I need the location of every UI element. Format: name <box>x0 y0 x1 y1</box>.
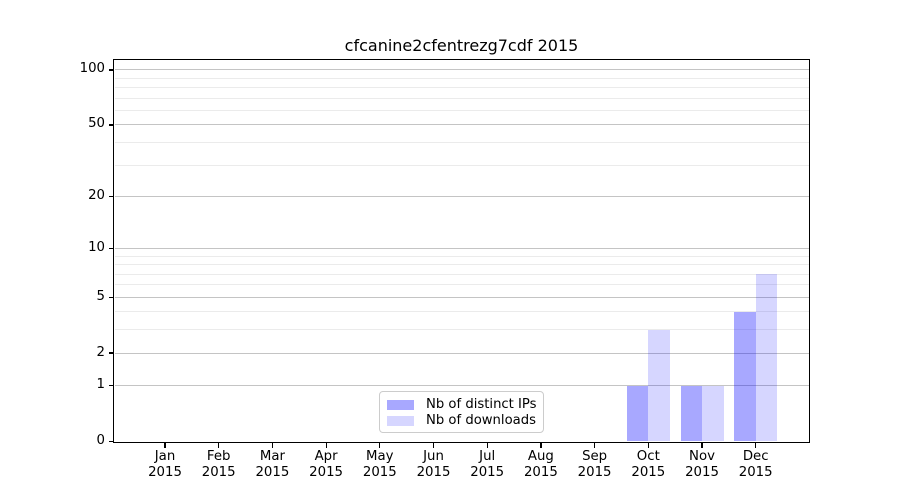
minor-gridline-30 <box>114 164 809 166</box>
x-tick-year: 2015 <box>685 465 719 481</box>
minor-gridline-8 <box>114 264 809 266</box>
legend: Nb of distinct IPs Nb of downloads <box>379 391 544 433</box>
y-tick-20 <box>108 195 113 198</box>
x-tick-month: Feb <box>206 449 231 464</box>
x-tick-jan <box>164 443 166 448</box>
y-tick-label-10: 10 <box>88 239 105 255</box>
x-tick-year: 2015 <box>470 465 505 481</box>
major-gridline-100 <box>114 69 809 71</box>
x-tick-year: 2015 <box>362 465 397 481</box>
x-tick-year: 2015 <box>631 465 666 481</box>
x-tick-label-sep: Sep 2015 <box>565 449 625 482</box>
x-tick-aug <box>540 443 542 448</box>
x-tick-year: 2015 <box>148 465 182 481</box>
legend-row-distinct-ips: Nb of distinct IPs <box>387 397 537 412</box>
x-tick-month: Jun <box>423 449 444 464</box>
x-tick-label-may: May 2015 <box>350 449 410 482</box>
major-gridline-20 <box>114 195 809 197</box>
minor-gridline-6 <box>114 284 809 286</box>
x-tick-month: Mar <box>259 449 285 464</box>
minor-gridline-4 <box>114 311 809 313</box>
y-tick-label-1: 1 <box>96 377 105 393</box>
x-tick-dec <box>755 443 757 448</box>
chart-title: cfcanine2cfentrezg7cdf 2015 <box>344 36 579 55</box>
y-tick-label-2: 2 <box>96 344 105 360</box>
minor-gridline-40 <box>114 141 809 143</box>
x-tick-label-oct: Oct 2015 <box>618 449 678 482</box>
x-tick-jul <box>486 443 488 448</box>
minor-gridline-70 <box>114 97 809 99</box>
x-tick-year: 2015 <box>201 465 236 481</box>
minor-gridline-60 <box>114 109 809 111</box>
major-gridline-50 <box>114 124 809 126</box>
x-tick-label-apr: Apr 2015 <box>296 449 356 482</box>
bar-downloads-dec <box>755 274 778 442</box>
x-tick-label-mar: Mar 2015 <box>242 449 302 482</box>
x-tick-month: Oct <box>636 449 660 464</box>
x-tick-label-jun: Jun 2015 <box>404 449 464 482</box>
x-tick-month: Jul <box>479 449 496 464</box>
x-tick-year: 2015 <box>309 465 344 481</box>
major-gridline-10 <box>114 247 809 249</box>
x-tick-year: 2015 <box>738 465 773 481</box>
x-tick-may <box>379 443 381 448</box>
legend-row-downloads: Nb of downloads <box>387 413 536 428</box>
x-tick-label-dec: Dec 2015 <box>726 449 786 482</box>
y-tick-label-50: 50 <box>88 116 105 132</box>
x-tick-jun <box>432 443 435 448</box>
y-tick-label-100: 100 <box>79 61 105 77</box>
x-tick-year: 2015 <box>577 465 612 481</box>
bar-downloads-oct <box>648 329 670 442</box>
x-tick-label-jul: Jul 2015 <box>457 449 517 482</box>
bar-distinct-ips-nov <box>680 385 702 442</box>
legend-label-downloads: Nb of downloads <box>426 413 536 428</box>
x-tick-year: 2015 <box>523 465 558 481</box>
y-tick-0 <box>108 440 113 443</box>
major-gridline-2 <box>114 352 809 354</box>
x-tick-label-feb: Feb 2015 <box>189 449 249 482</box>
x-tick-oct <box>647 443 649 448</box>
x-tick-label-nov: Nov 2015 <box>672 449 732 482</box>
legend-swatch-downloads <box>387 415 414 426</box>
x-tick-sep <box>594 443 596 448</box>
y-tick-label-20: 20 <box>88 187 105 203</box>
minor-gridline-9 <box>114 255 809 257</box>
x-tick-feb <box>218 443 220 448</box>
bar-downloads-nov <box>702 385 724 442</box>
x-tick-month: Aug <box>527 449 554 464</box>
x-tick-month: Apr <box>314 449 338 464</box>
minor-gridline-80 <box>114 87 809 89</box>
x-tick-mar <box>271 443 274 448</box>
y-tick-50 <box>108 124 113 126</box>
x-tick-month: Nov <box>689 449 715 464</box>
y-tick-label-0: 0 <box>96 433 105 448</box>
x-tick-month: May <box>366 449 394 464</box>
bar-distinct-ips-dec <box>734 311 756 442</box>
x-tick-year: 2015 <box>255 465 290 481</box>
x-tick-apr <box>325 443 327 448</box>
y-tick-label-5: 5 <box>96 288 105 304</box>
legend-swatch-distinct-ips <box>387 399 414 410</box>
minor-gridline-3 <box>114 329 809 331</box>
major-gridline-5 <box>114 296 809 298</box>
x-tick-month: Jan <box>154 449 176 464</box>
x-tick-label-jan: Jan 2015 <box>135 449 195 482</box>
x-tick-year: 2015 <box>416 465 451 481</box>
minor-gridline-90 <box>114 77 809 79</box>
bar-distinct-ips-oct <box>626 385 649 442</box>
y-tick-2 <box>108 352 113 354</box>
x-tick-month: Dec <box>742 449 769 464</box>
minor-gridline-7 <box>114 273 809 275</box>
x-tick-month: Sep <box>582 449 608 464</box>
major-gridline-1 <box>114 385 809 387</box>
y-tick-5 <box>108 296 113 298</box>
y-tick-1 <box>108 385 113 387</box>
y-tick-100 <box>108 69 113 71</box>
legend-label-distinct-ips: Nb of distinct IPs <box>426 397 537 412</box>
x-tick-label-aug: Aug 2015 <box>511 449 571 482</box>
y-tick-10 <box>108 247 113 250</box>
x-tick-nov <box>701 443 703 448</box>
